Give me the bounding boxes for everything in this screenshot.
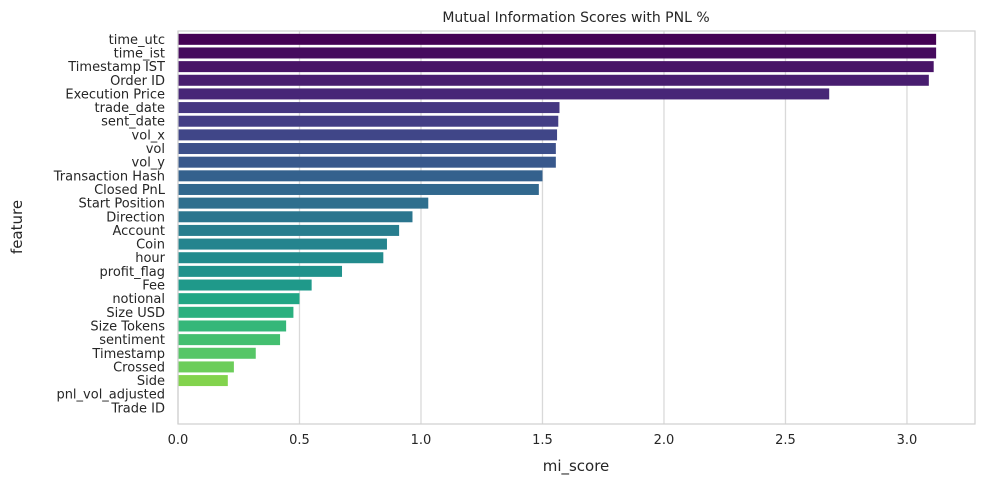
x-tick-labels: 0.0 0.5 1.0 1.5 2.0 2.5 3.0	[168, 433, 918, 448]
x-tick-label: 2.5	[775, 433, 796, 448]
y-tick-label: Crossed	[113, 360, 165, 375]
x-axis-label: mi_score	[543, 457, 610, 476]
y-tick-label: time_ist	[114, 46, 165, 61]
y-axis-label: feature	[8, 200, 26, 254]
y-tick-label: Direction	[106, 210, 165, 225]
bar	[178, 115, 559, 127]
y-tick-label: vol_y	[132, 156, 166, 171]
y-tick-label: profit_flag	[100, 265, 165, 280]
y-tick-label: notional	[112, 292, 165, 307]
plot-frame	[177, 30, 976, 425]
y-tick-label: sentiment	[99, 333, 165, 348]
bar	[178, 197, 429, 209]
bar	[178, 224, 400, 236]
y-tick-label: vol_x	[132, 128, 166, 143]
bar	[178, 47, 937, 59]
y-tick-label: Coin	[136, 238, 165, 253]
y-tick-label: Start Position	[78, 197, 165, 212]
bar	[178, 265, 343, 277]
bar	[178, 170, 543, 182]
bar	[178, 347, 256, 359]
chart-title: Mutual Information Scores with PNL %	[442, 10, 709, 26]
y-tick-label: pnl_vol_adjusted	[56, 388, 165, 403]
bar	[178, 129, 558, 141]
bar	[178, 143, 556, 155]
y-tick-label: Account	[113, 224, 166, 239]
bar	[178, 88, 830, 100]
y-tick-label: trade_date	[95, 101, 165, 116]
bar	[178, 279, 312, 291]
x-tick-label: 1.5	[532, 433, 553, 448]
bar	[178, 375, 228, 387]
bar	[178, 156, 556, 168]
y-tick-label: Order ID	[110, 74, 165, 89]
y-tick-label: Transaction Hash	[53, 169, 165, 184]
bar	[178, 252, 384, 264]
y-tick-label: Execution Price	[65, 87, 165, 102]
bars	[178, 33, 937, 387]
bar	[178, 102, 560, 114]
x-tick-label: 0.5	[289, 433, 310, 448]
bar	[178, 33, 937, 45]
bar	[178, 306, 294, 318]
x-tick-label: 0.0	[168, 433, 189, 448]
y-tick-label: vol	[146, 142, 165, 157]
y-tick-label: hour	[135, 251, 165, 266]
bar	[178, 238, 387, 250]
bar	[178, 183, 539, 195]
y-tick-label: Size USD	[106, 306, 165, 321]
x-tick-label: 2.0	[654, 433, 675, 448]
y-tick-label: Closed PnL	[94, 183, 166, 198]
y-tick-label: time_utc	[109, 33, 165, 48]
y-tick-label: Side	[137, 374, 165, 389]
y-tick-label: Size Tokens	[90, 319, 165, 334]
bar	[178, 293, 300, 305]
bar	[178, 361, 234, 373]
x-tick-label: 1.0	[411, 433, 432, 448]
bar	[178, 334, 281, 346]
y-tick-label: sent_date	[101, 115, 165, 130]
bar	[178, 320, 287, 332]
y-tick-label: Fee	[142, 279, 165, 294]
bar	[178, 74, 929, 86]
y-tick-label: Trade ID	[110, 401, 165, 416]
x-tick-label: 3.0	[897, 433, 918, 448]
bar	[178, 211, 413, 223]
y-tick-label: Timestamp IST	[67, 60, 165, 75]
bar	[178, 61, 934, 73]
y-tick-label: Timestamp	[91, 347, 165, 362]
